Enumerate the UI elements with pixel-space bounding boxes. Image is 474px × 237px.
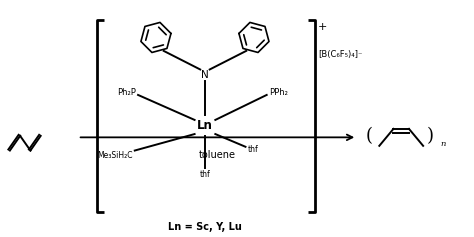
Text: Ln: Ln <box>197 119 213 132</box>
Text: (: ( <box>365 128 373 146</box>
Text: thf: thf <box>200 170 210 179</box>
Text: Ln = Sc, Y, Lu: Ln = Sc, Y, Lu <box>168 222 242 232</box>
Text: +: + <box>318 22 328 32</box>
Text: n: n <box>440 140 446 148</box>
Text: PPh₂: PPh₂ <box>269 88 288 97</box>
Text: [B(C₆F₅)₄]⁻: [B(C₆F₅)₄]⁻ <box>318 50 363 59</box>
Text: toluene: toluene <box>199 150 236 160</box>
Text: ): ) <box>426 128 433 146</box>
Text: thf: thf <box>247 145 258 154</box>
Text: N: N <box>201 70 209 80</box>
Text: Ph₂P: Ph₂P <box>117 88 136 97</box>
Text: Me₃SiH₂C: Me₃SiH₂C <box>97 151 132 160</box>
